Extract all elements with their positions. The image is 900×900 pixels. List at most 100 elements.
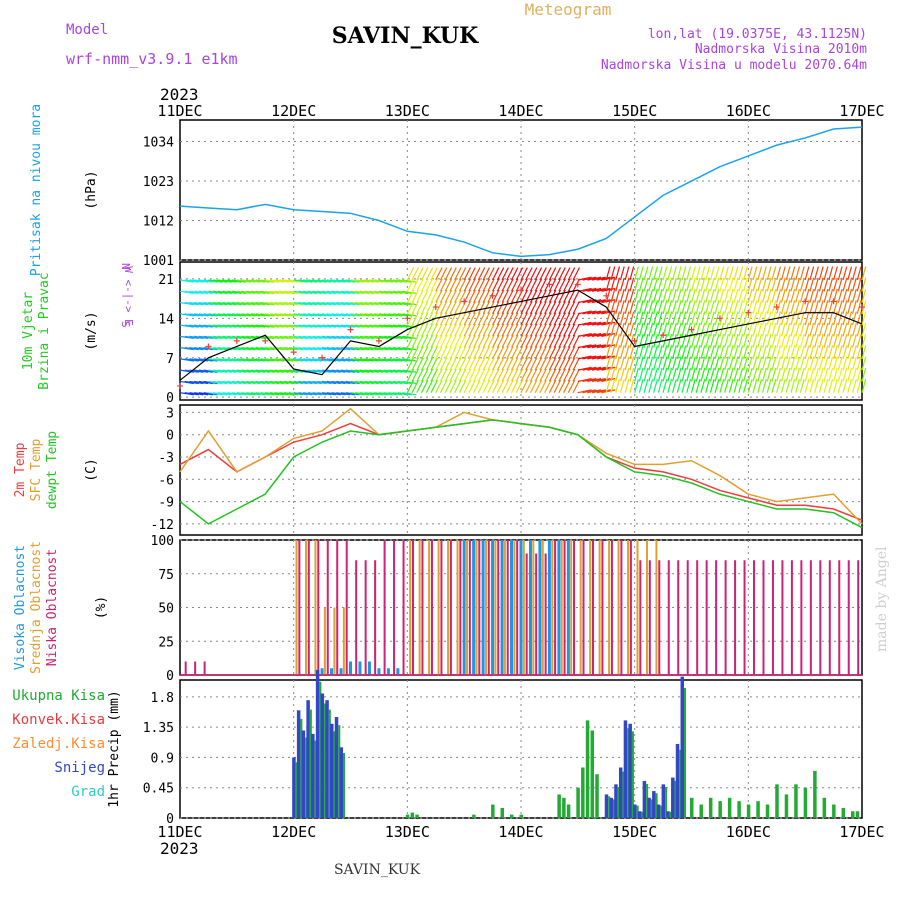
y-tick-label: 75: [158, 568, 174, 583]
wind-barb: [411, 357, 419, 371]
wind-barb: [359, 380, 374, 385]
wind-barb: [605, 277, 611, 292]
wind-barb: [676, 356, 682, 371]
wind-barb: [776, 356, 782, 371]
wind-barb: [198, 369, 213, 373]
wind-barb: [260, 324, 275, 328]
wind-barb: [676, 333, 682, 348]
panel-unit: (m/s): [84, 311, 99, 350]
wind-barb: [293, 324, 308, 328]
precip-bar: [675, 743, 680, 818]
wind-barb: [553, 289, 562, 303]
wind-barb: [303, 369, 318, 373]
wind-barb: [709, 266, 715, 281]
wind-barb: [364, 392, 379, 396]
wind-barb: [374, 369, 389, 373]
wind-barb: [809, 277, 815, 292]
precip-bar: [832, 804, 836, 818]
wind-barb: [619, 345, 625, 360]
wind-barb: [227, 358, 242, 362]
precip-bar: [775, 784, 779, 818]
wind-barb: [312, 324, 327, 328]
wind-barb: [369, 358, 384, 362]
wind-barb: [331, 290, 346, 294]
wind-barb: [411, 289, 419, 303]
wind-barb: [548, 346, 557, 360]
wind-barb: [828, 266, 834, 281]
wind-barb: [610, 367, 616, 382]
wind-barb: [809, 345, 815, 360]
gust-marker: [461, 298, 468, 305]
precip-bar: [765, 804, 770, 818]
wind-barb: [421, 267, 429, 281]
wind-barb: [307, 347, 322, 351]
precip-legend-item: Konvek.Kisa: [12, 712, 105, 728]
wind-barb: [709, 300, 715, 314]
wind-barb: [298, 313, 313, 317]
wind-barb: [421, 278, 429, 292]
wind-barb: [719, 356, 725, 371]
wind-barb: [667, 322, 673, 337]
wind-barb: [634, 379, 639, 393]
wind-barb: [567, 357, 576, 371]
wind-barb: [421, 346, 429, 360]
wind-barb: [345, 392, 360, 396]
wind-barb: [402, 279, 417, 283]
wind-barb: [482, 346, 490, 360]
wind-barb: [454, 323, 462, 337]
wind-barb: [473, 357, 481, 371]
precip-bar: [612, 799, 615, 818]
wind-barb: [738, 300, 744, 314]
wind-barb: [610, 356, 616, 371]
wind-barb: [823, 300, 829, 314]
wind-barb: [823, 266, 829, 281]
wind-barb: [269, 324, 284, 328]
wind-barb: [444, 357, 453, 371]
y-tick-label: 0.9: [151, 751, 174, 766]
wind-barb: [222, 313, 237, 317]
wind-barb: [439, 289, 448, 303]
wind-barb: [615, 333, 621, 348]
year-bottom: 2023: [160, 839, 199, 858]
wind-barb: [648, 333, 654, 348]
wind-barb: [506, 323, 514, 337]
panels-layer: 11DEC11DEC12DEC12DEC13DEC13DEC14DEC14DEC…: [12, 102, 884, 841]
wind-barb: [345, 369, 360, 373]
precip-bar: [628, 723, 632, 818]
wind-barb: [525, 346, 533, 360]
wind-barb: [743, 300, 748, 314]
wind-barb: [321, 369, 337, 373]
wind-barb: [747, 322, 753, 337]
wind-barb: [861, 311, 867, 326]
wind-barb: [425, 323, 434, 337]
wind-barb: [397, 358, 412, 362]
wind-barb: [695, 311, 701, 326]
wind-barb: [638, 288, 644, 303]
wind-barb: [553, 357, 562, 371]
wind-barb: [676, 379, 682, 393]
wind-barb: [534, 357, 543, 371]
wind-barb: [236, 369, 251, 373]
wind-barb: [284, 392, 299, 396]
wind-barb: [619, 300, 625, 314]
x-tick-bottom-label: 16DEC: [726, 823, 771, 841]
wind-barb: [776, 277, 782, 292]
wind-barb: [596, 321, 611, 326]
wind-barb: [795, 288, 801, 303]
wind-barb: [828, 322, 834, 337]
wind-barb: [520, 346, 528, 360]
wind-barb: [705, 277, 711, 292]
wind-barb: [194, 313, 209, 317]
wind-barb: [662, 367, 668, 382]
wind-barb: [326, 290, 341, 294]
wind-barb: [492, 301, 500, 315]
wind-barb: [851, 322, 857, 337]
wind-barb: [539, 368, 547, 382]
wind-barb: [416, 368, 424, 382]
wind-barb: [837, 311, 843, 326]
wind-barb: [671, 356, 677, 371]
wind-barb: [757, 333, 763, 348]
wind-barb: [587, 378, 602, 383]
wind-barb: [761, 288, 767, 303]
wind-barb: [671, 300, 677, 314]
